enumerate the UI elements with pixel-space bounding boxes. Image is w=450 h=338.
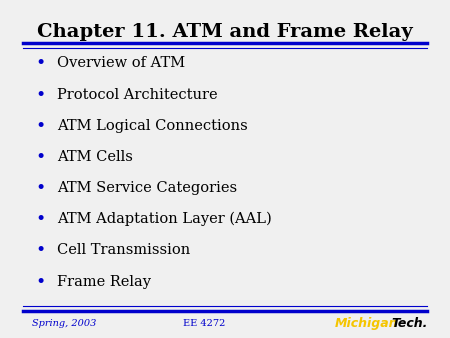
Text: •: • (35, 54, 45, 72)
Text: ATM Logical Connections: ATM Logical Connections (57, 119, 248, 133)
Text: •: • (35, 273, 45, 291)
Text: Protocol Architecture: Protocol Architecture (57, 88, 217, 102)
Text: •: • (35, 86, 45, 103)
Text: ATM Adaptation Layer (AAL): ATM Adaptation Layer (AAL) (57, 212, 272, 226)
Text: Chapter 11. ATM and Frame Relay: Chapter 11. ATM and Frame Relay (37, 23, 413, 41)
Text: Michigan: Michigan (334, 317, 398, 330)
Text: Tech.: Tech. (391, 317, 428, 330)
Text: Spring, 2003: Spring, 2003 (32, 319, 96, 329)
Text: •: • (35, 148, 45, 166)
Text: •: • (35, 241, 45, 260)
Text: Cell Transmission: Cell Transmission (57, 243, 190, 258)
Text: Overview of ATM: Overview of ATM (57, 56, 185, 70)
Text: •: • (35, 117, 45, 135)
Text: •: • (35, 210, 45, 228)
Text: ATM Cells: ATM Cells (57, 150, 133, 164)
Text: •: • (35, 179, 45, 197)
Text: ATM Service Categories: ATM Service Categories (57, 181, 237, 195)
Text: Frame Relay: Frame Relay (57, 275, 151, 289)
Text: EE 4272: EE 4272 (183, 319, 225, 329)
